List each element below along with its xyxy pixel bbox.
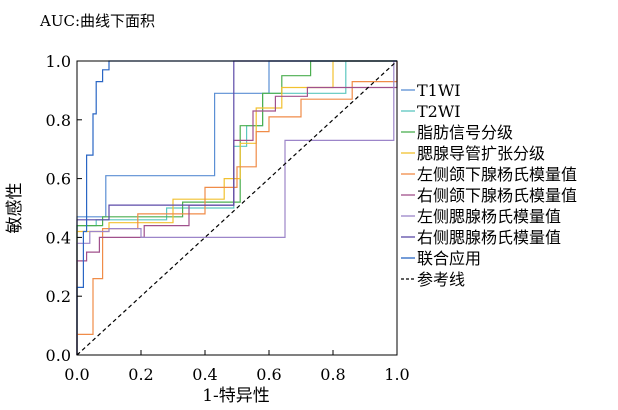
plot-frame — [76, 60, 398, 356]
legend-label: 参考线 — [417, 270, 465, 289]
x-tick-label: 0.0 — [64, 365, 89, 384]
legend-label: 脂肪信号分级 — [417, 123, 513, 142]
x-axis-label: 1-特异性 — [202, 386, 270, 406]
legend: T1WI T2WI 脂肪信号分级腮腺导管扩张分级左侧颌下腺杨氏模量值右侧颌下腺杨氏模… — [401, 81, 577, 289]
legend-label: 联合应用 — [417, 249, 481, 268]
y-tick-label: 0.4 — [46, 228, 71, 247]
curve-5 — [76, 61, 398, 355]
y-axis-label: 敏感性 — [5, 183, 25, 234]
x-tick-label: 1.0 — [384, 365, 409, 384]
curves-group — [76, 60, 398, 356]
legend-label: 右侧腮腺杨氏模量值 — [417, 228, 561, 247]
curve-9 — [76, 60, 397, 355]
y-tick-label: 0.8 — [46, 111, 71, 130]
legend-label: 腮腺导管扩张分级 — [417, 144, 545, 163]
y-tick-label: 0.2 — [46, 287, 71, 306]
x-tick-label: 0.4 — [192, 365, 217, 384]
curve-7 — [76, 60, 397, 355]
legend-label: 左侧腮腺杨氏模量值 — [417, 207, 561, 226]
y-tick-label: 1.0 — [46, 52, 71, 71]
y-tick-label: 0.0 — [46, 346, 71, 365]
curve-3 — [76, 60, 397, 355]
legend-label: T1WI — [417, 81, 461, 100]
curve-10 — [76, 60, 398, 356]
y-tick-label: 0.6 — [46, 170, 71, 189]
legend-label: 右侧颌下腺杨氏模量值 — [417, 186, 577, 205]
legend-label: 左侧颌下腺杨氏模量值 — [417, 165, 577, 184]
legend-label: T2WI — [417, 102, 461, 121]
chart-note: AUC:曲线下面积 — [39, 12, 155, 30]
x-tick-label: 0.8 — [320, 365, 345, 384]
x-tick-label: 0.2 — [128, 365, 153, 384]
x-tick-label: 0.6 — [256, 365, 281, 384]
curve-4 — [76, 60, 397, 355]
ticks-group: 0.0 0.2 0.4 0.6 0.8 1.0 0.0 0.2 0.4 0.6 0.8 1.0 — [46, 52, 410, 384]
